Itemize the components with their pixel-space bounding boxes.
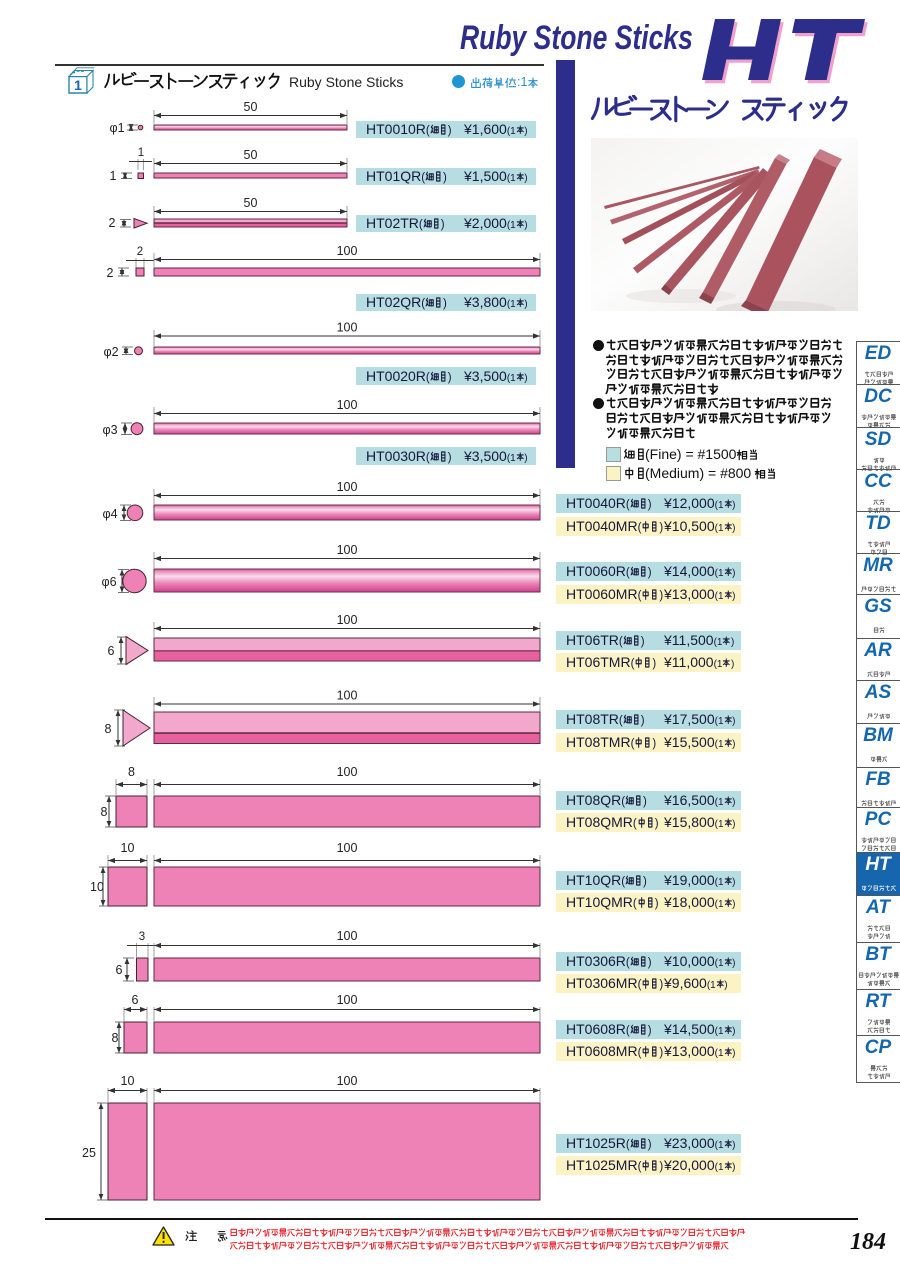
svg-text:φ3: φ3 (102, 423, 117, 437)
svg-text:8: 8 (101, 805, 108, 819)
svg-text:8: 8 (112, 1031, 119, 1045)
svg-text:1: 1 (74, 77, 82, 93)
svg-text:100: 100 (337, 689, 358, 703)
svg-text:10: 10 (121, 1074, 135, 1088)
svg-text:100: 100 (337, 1074, 358, 1088)
svg-text:2: 2 (109, 216, 116, 230)
svg-text:50: 50 (244, 100, 258, 114)
svg-text:3: 3 (139, 931, 145, 943)
svg-text:10: 10 (121, 841, 135, 855)
svg-text:6: 6 (132, 993, 139, 1007)
svg-text:8: 8 (128, 765, 135, 779)
svg-text:25: 25 (82, 1146, 96, 1160)
svg-text:100: 100 (337, 321, 358, 335)
svg-text:100: 100 (337, 993, 358, 1007)
svg-text:100: 100 (337, 613, 358, 627)
svg-text:50: 50 (244, 196, 258, 210)
svg-text:100: 100 (337, 398, 358, 412)
svg-text:2: 2 (107, 266, 114, 280)
svg-text:50: 50 (244, 148, 258, 162)
svg-text:φ1: φ1 (109, 121, 124, 135)
svg-text:100: 100 (337, 841, 358, 855)
svg-text:1: 1 (110, 169, 117, 183)
svg-text:6: 6 (108, 644, 115, 658)
svg-text:1: 1 (138, 147, 144, 159)
svg-text:6: 6 (116, 963, 123, 977)
svg-text:100: 100 (337, 480, 358, 494)
svg-text:φ6: φ6 (101, 575, 116, 589)
svg-text:100: 100 (337, 543, 358, 557)
svg-text:2: 2 (137, 246, 143, 258)
svg-text:10: 10 (90, 880, 104, 894)
svg-text:100: 100 (337, 244, 358, 258)
svg-text:100: 100 (337, 765, 358, 779)
svg-text:100: 100 (337, 929, 358, 943)
svg-text:φ4: φ4 (102, 507, 117, 521)
svg-text:φ2: φ2 (103, 345, 118, 359)
svg-text:8: 8 (105, 722, 112, 736)
